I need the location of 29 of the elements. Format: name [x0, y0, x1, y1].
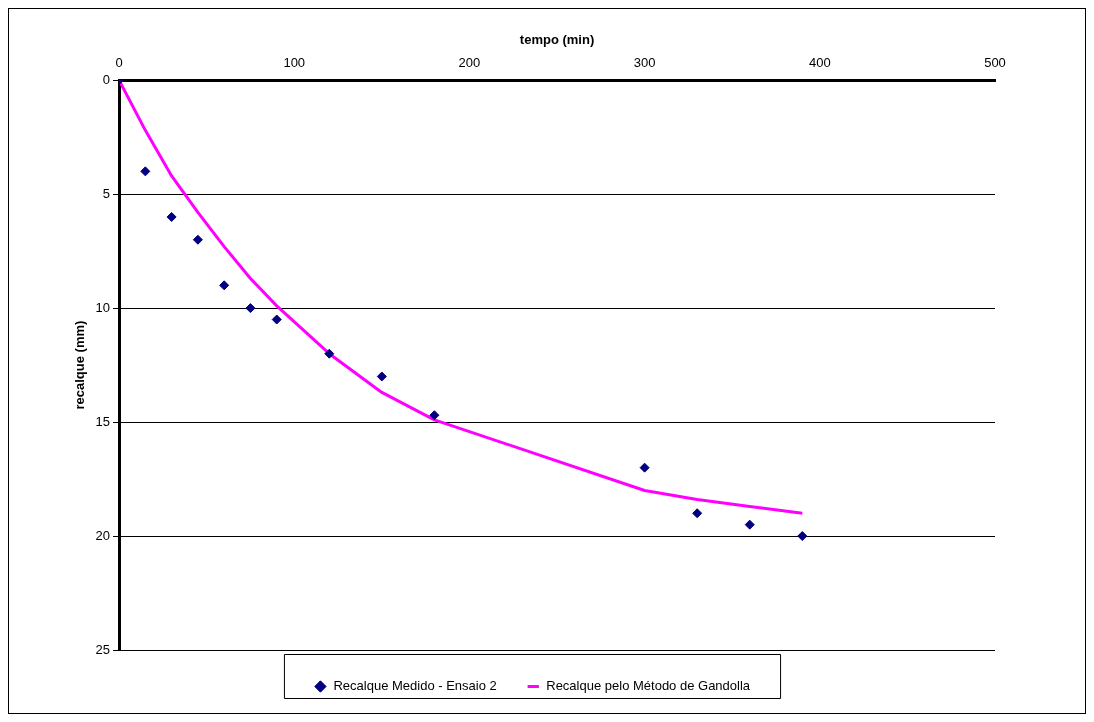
- x-axis-title: tempo (min): [519, 32, 595, 48]
- x-tick-label: 500: [984, 54, 1006, 70]
- point: [245, 303, 256, 314]
- y-tick-label: 0: [102, 71, 111, 87]
- point: [271, 314, 282, 325]
- y-tick-label: 5: [102, 185, 111, 201]
- point: [744, 519, 755, 530]
- point: [692, 508, 703, 519]
- point: [219, 280, 230, 291]
- point: [797, 531, 808, 542]
- x-tick-label: 300: [633, 54, 656, 70]
- x-tick-label: 200: [458, 54, 481, 70]
- y-tick-label: 25: [95, 641, 111, 657]
- x-tick-label: 0: [115, 54, 123, 70]
- point: [429, 410, 440, 421]
- x-tick-label: 100: [283, 54, 306, 70]
- legend-label: Recalque pelo Método de Gandolla: [546, 678, 751, 694]
- point: [192, 234, 203, 245]
- y-tick-label: 15: [95, 413, 111, 429]
- point: [324, 348, 335, 359]
- point: [166, 211, 177, 222]
- point: [376, 371, 387, 382]
- legend-label: Recalque Medido - Ensaio 2: [333, 678, 497, 694]
- y-axis-title: recalque (mm): [72, 320, 88, 410]
- point: [639, 462, 650, 473]
- y-tick-label: 10: [95, 299, 111, 315]
- y-tick-label: 20: [95, 527, 111, 543]
- point: [140, 166, 151, 177]
- x-tick-label: 400: [808, 54, 831, 70]
